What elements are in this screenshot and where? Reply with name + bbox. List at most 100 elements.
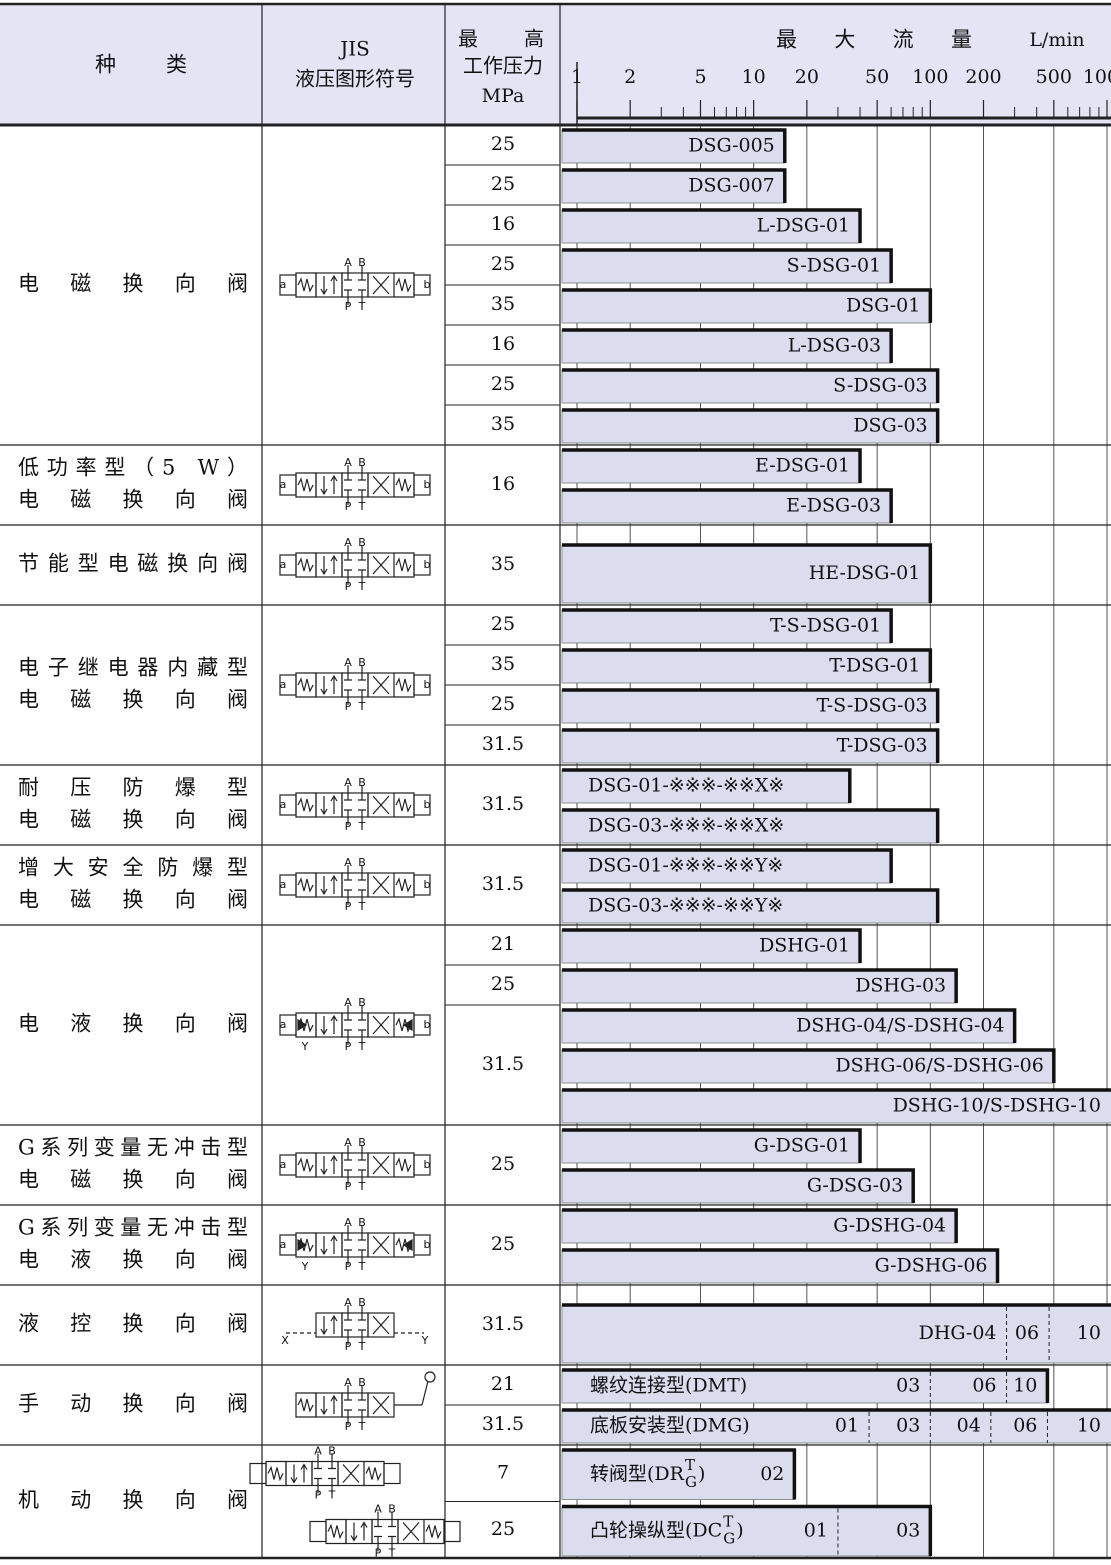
symbol-part — [372, 675, 390, 695]
symbol-part — [344, 473, 366, 497]
symbol-part — [413, 1154, 431, 1176]
size-label: 06 — [972, 1375, 996, 1397]
symbol-part — [315, 552, 343, 578]
symbol-label: B — [358, 1136, 366, 1149]
symbol-part — [372, 275, 390, 295]
model-label: L-DSG-01 — [757, 215, 850, 237]
symbol-part — [279, 674, 297, 696]
symbol-part — [397, 1518, 425, 1545]
model-label: T-S-DSG-01 — [770, 615, 881, 637]
symbol-part — [347, 1225, 363, 1265]
hydraulic-symbol: a b A B P T — [279, 776, 431, 833]
flow-bar — [561, 1009, 1016, 1044]
model-label: DSG-01-※※※-※※X※ — [588, 775, 784, 797]
flow-bar — [561, 169, 786, 204]
model-label: G-DSHG-06 — [875, 1255, 988, 1277]
pressure: 16 — [491, 473, 515, 495]
symbol-part — [372, 795, 390, 815]
symbol-label: a — [280, 798, 287, 811]
pressure: 25 — [491, 133, 515, 155]
mount-type: 螺纹连接型(DMT) — [590, 1375, 747, 1397]
flow-bar-edge — [562, 1128, 862, 1163]
flow-bar — [561, 1089, 1111, 1124]
symbol-part — [314, 1461, 336, 1486]
symbol-label: T — [388, 1547, 396, 1560]
symbol-part — [367, 672, 395, 698]
flow-bar-edge — [562, 728, 940, 763]
model-label: DSG-01 — [846, 295, 920, 317]
symbol-label: B — [358, 1216, 366, 1229]
symbol-part — [295, 1152, 317, 1178]
size-label: 02 — [760, 1463, 784, 1485]
symbol-part — [320, 1314, 338, 1336]
symbol-label: T — [358, 1420, 366, 1433]
symbol-part — [341, 552, 369, 578]
symbol-part — [320, 474, 338, 496]
symbol-label: a — [280, 558, 287, 571]
size-label: 01 — [835, 1415, 859, 1437]
model-label: S-DSG-03 — [833, 375, 928, 397]
symbol-part — [315, 1232, 343, 1258]
flow-bar-edge — [562, 1303, 1111, 1307]
symbol-part — [341, 1392, 369, 1418]
mount-type-close: ) — [736, 1519, 743, 1541]
pressure: 25 — [491, 613, 515, 635]
size-label: 10 — [1013, 1375, 1037, 1397]
symbol-part — [372, 1235, 390, 1255]
hydraulic-symbol: a b A B P T — [279, 536, 431, 593]
symbol-part — [443, 1520, 461, 1543]
symbol-part — [325, 1518, 347, 1545]
symbol-part — [394, 792, 415, 818]
mount-type: 底板安装型(DMG) — [590, 1415, 750, 1437]
symbol-label: T — [358, 580, 366, 593]
symbol-part — [295, 272, 317, 298]
symbol-part — [347, 1305, 363, 1345]
symbol-label: T — [358, 300, 366, 313]
flow-bar-edge — [562, 368, 940, 403]
symbol-part — [413, 474, 431, 496]
flow-bar — [561, 369, 939, 404]
symbol-label: T — [358, 1040, 366, 1053]
symbol-label: B — [358, 456, 366, 469]
flow-bar — [561, 1369, 1048, 1404]
pressure: 35 — [491, 413, 515, 435]
flow-bar — [561, 729, 939, 764]
symbol-label: X — [281, 1334, 289, 1347]
symbol-part — [383, 1462, 401, 1485]
symbol-part — [279, 274, 297, 296]
pressure: 31.5 — [482, 733, 524, 755]
symbol-part — [347, 1005, 363, 1045]
symbol-part — [394, 1152, 415, 1178]
symbol-part — [367, 1312, 395, 1338]
model-label: E-DSG-01 — [755, 455, 850, 477]
flow-bar-edge — [562, 288, 933, 323]
kind-name: 电磁换向阀 — [18, 488, 248, 512]
pressure: 7 — [497, 1461, 509, 1483]
symbol-part — [424, 1518, 445, 1545]
symbol-label: a — [280, 678, 287, 691]
symbol-part — [367, 1152, 395, 1178]
flow-bar — [561, 889, 939, 924]
symbol-part — [347, 665, 363, 705]
symbol-label: a — [280, 1158, 287, 1171]
kind-name: 电磁换向阀 — [18, 888, 248, 912]
symbol-part — [297, 1238, 308, 1252]
pressure: 25 — [491, 973, 515, 995]
symbol-part — [295, 872, 317, 898]
symbol-part — [344, 1393, 366, 1417]
mount-type-close: ) — [698, 1463, 705, 1485]
size-label: DHG-04 — [919, 1322, 997, 1344]
x-tick-label: 50 — [865, 66, 889, 88]
kind-name: 电磁换向阀 — [18, 688, 248, 712]
kind-name: 机动换向阀 — [18, 1488, 248, 1512]
symbol-part — [341, 1152, 369, 1178]
mount-type-sup: T — [723, 1512, 733, 1530]
flow-bar-edge — [562, 928, 862, 963]
symbol-part — [295, 1392, 317, 1418]
kind-name: 节能型电磁换向阀 — [18, 552, 248, 576]
symbol-label: A — [344, 1376, 352, 1389]
pressure: 21 — [491, 933, 515, 955]
flow-bar — [561, 289, 931, 324]
